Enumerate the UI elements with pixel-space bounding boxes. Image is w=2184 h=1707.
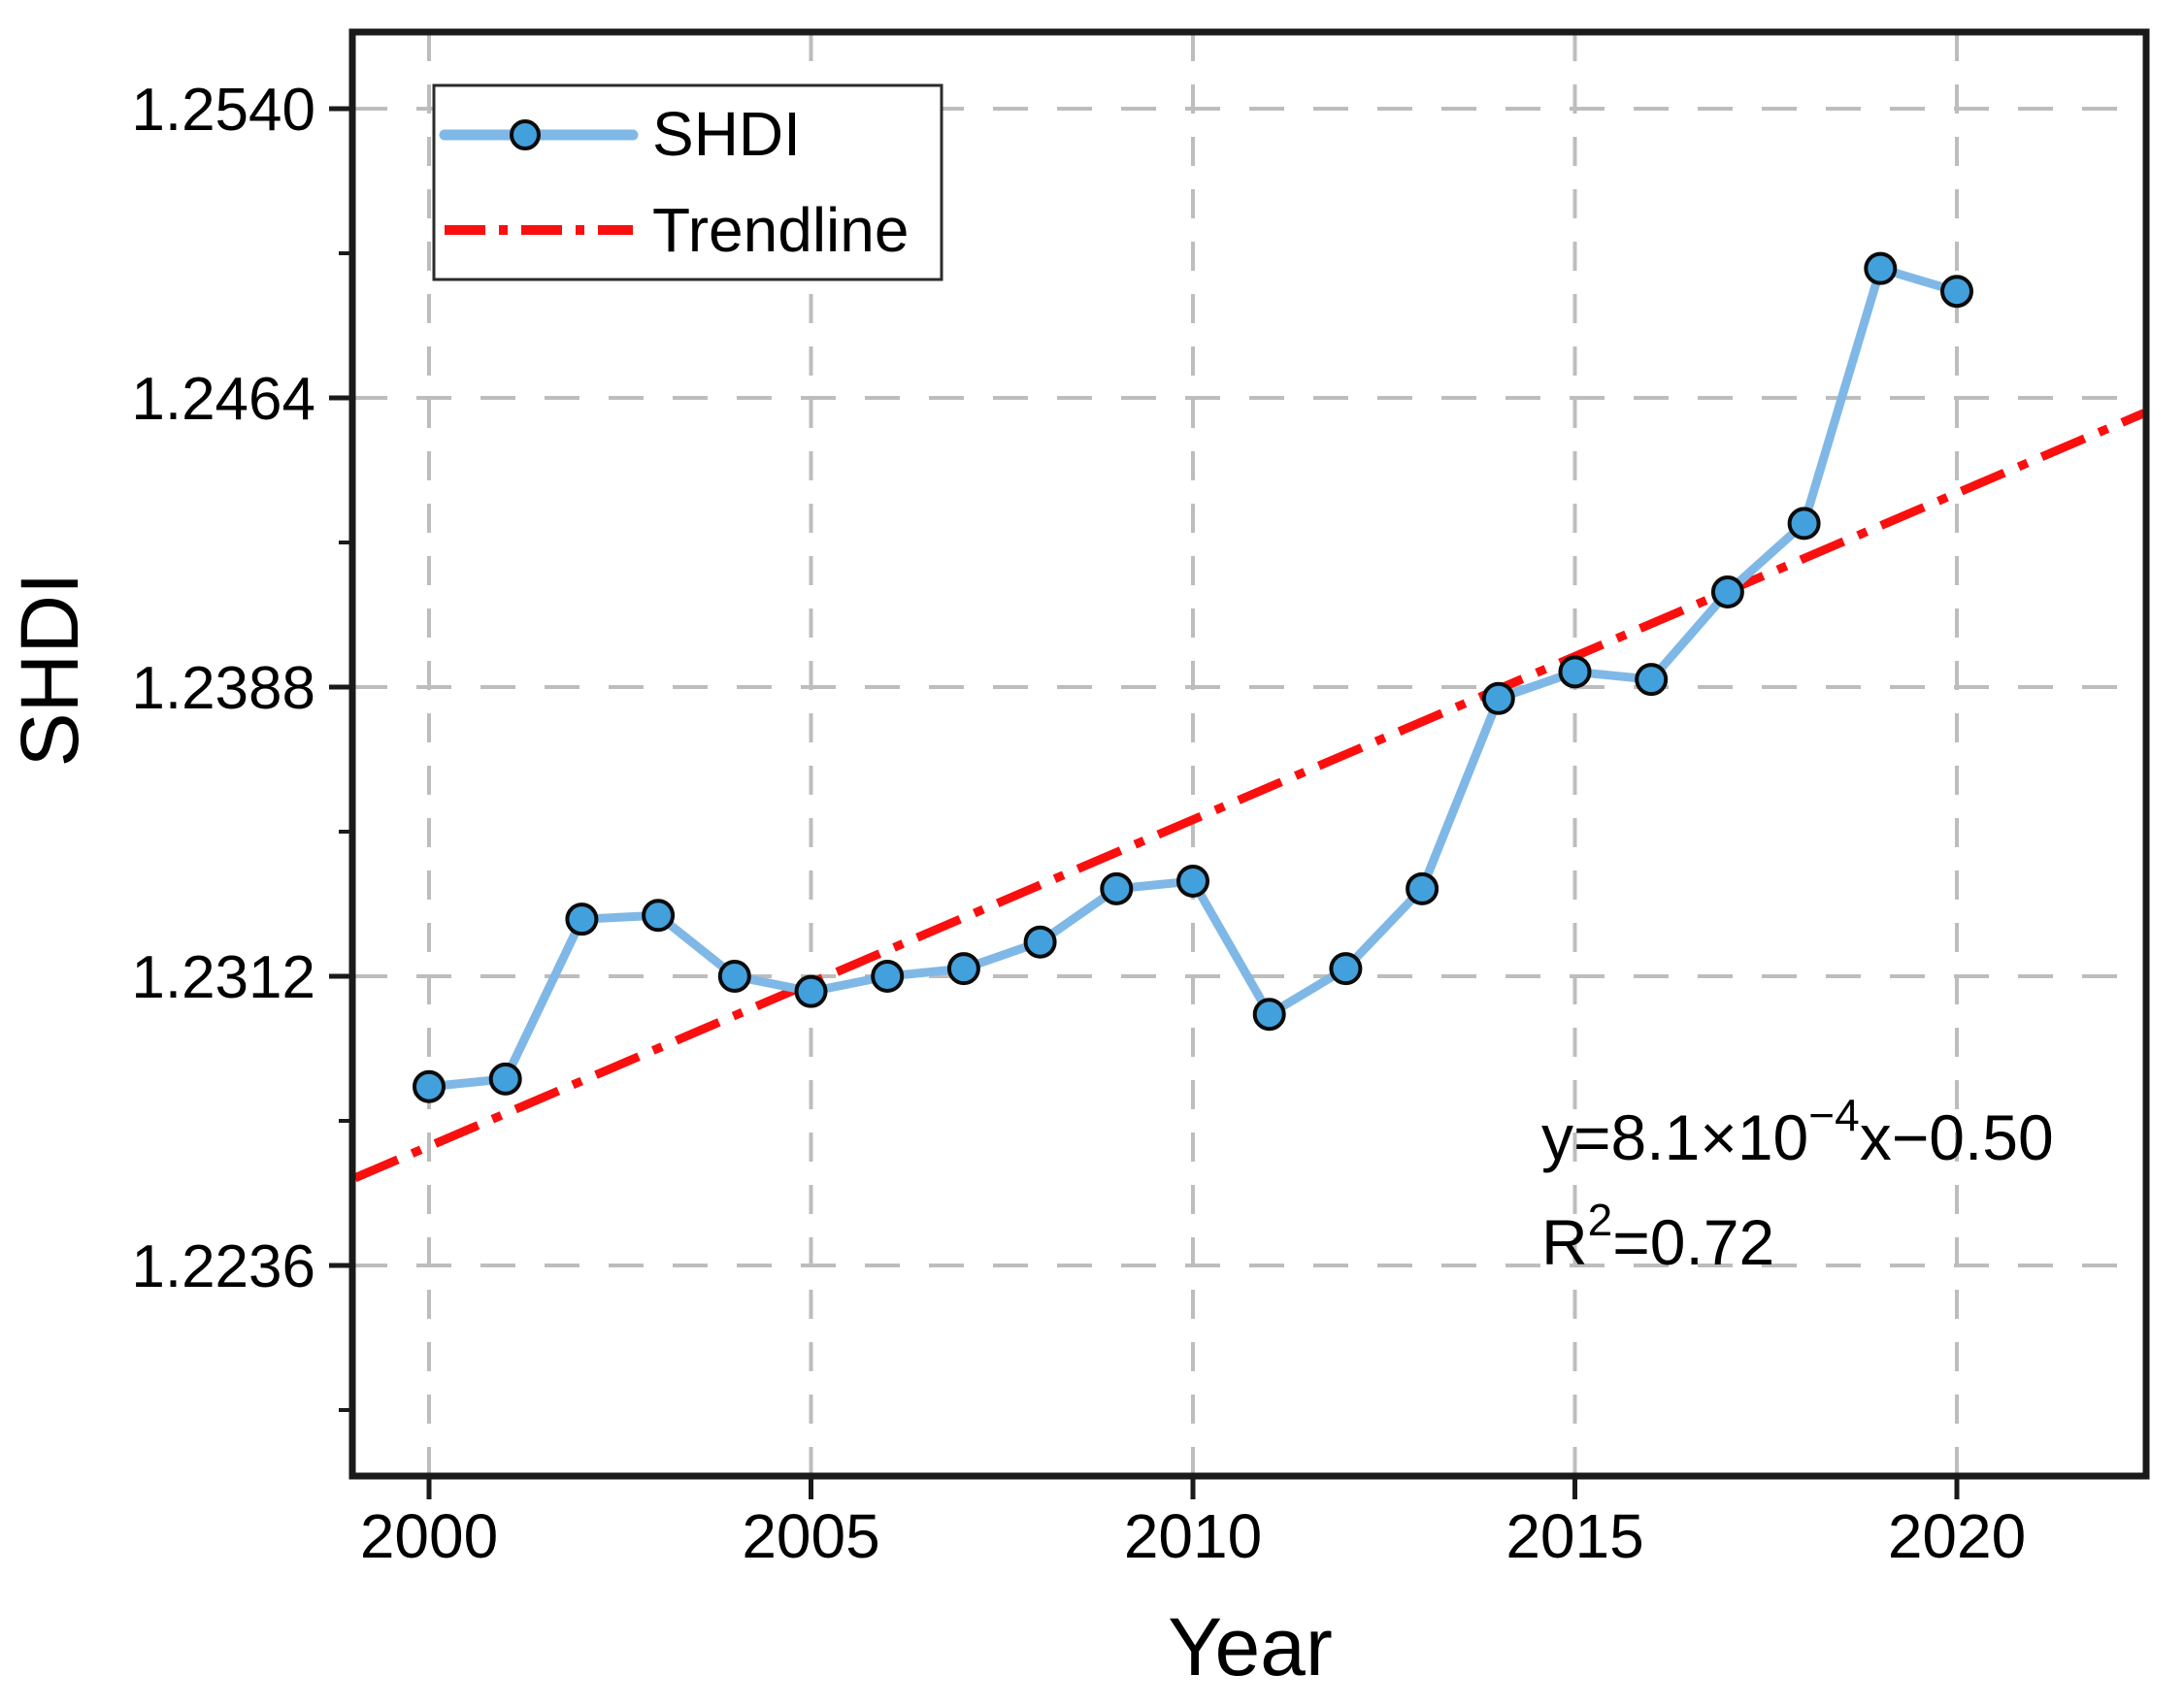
- legend: SHDI Trendline: [432, 83, 943, 281]
- plot-border: [348, 28, 2150, 1480]
- x-tick-label: 2000: [360, 1501, 498, 1571]
- data-point-2011: [1252, 998, 1286, 1032]
- x-tick-label: 2010: [1124, 1501, 1262, 1571]
- data-point-2016: [1635, 663, 1669, 697]
- data-point-2003: [642, 899, 676, 933]
- legend-box: [432, 83, 943, 281]
- y-tick-label: 1.2236: [131, 1233, 315, 1300]
- data-point-2019: [1864, 251, 1898, 285]
- legend-label-trendline: Trendline: [652, 195, 909, 265]
- data-point-2017: [1710, 574, 1744, 608]
- legend-label-shdi: SHDI: [652, 99, 801, 169]
- series-layer: [413, 251, 1973, 1103]
- data-point-2014: [1481, 681, 1515, 715]
- data-point-2002: [565, 903, 599, 936]
- x-tick-label: 2020: [1888, 1501, 2026, 1571]
- data-point-2018: [1787, 507, 1821, 541]
- trendline-equation-text: y=8.1×10−4x−0.50: [1541, 1090, 2054, 1173]
- x-tick-label: 2005: [742, 1501, 879, 1571]
- y-tick-label: 1.2388: [131, 655, 315, 722]
- trendline-layer: [352, 409, 2146, 1182]
- data-point-2001: [488, 1062, 522, 1096]
- x-tick-label: 2015: [1506, 1501, 1643, 1571]
- y-tick-label: 1.2464: [131, 366, 315, 433]
- data-point-2005: [794, 974, 828, 1008]
- axis-tick-labels: 1.2540 1.2464 1.2388 1.2312 1.2236 2000 2005 20…: [131, 77, 2026, 1571]
- data-point-2015: [1558, 655, 1592, 689]
- trendline: [352, 409, 2146, 1182]
- data-point-2008: [1023, 925, 1057, 959]
- x-axis-title: Year: [1168, 1601, 1333, 1692]
- data-point-2013: [1406, 871, 1439, 905]
- axis-ticks: [329, 106, 1960, 1499]
- data-point-2020: [1940, 275, 1973, 309]
- y-axis-title: SHDI: [4, 573, 95, 768]
- data-point-2006: [871, 959, 905, 993]
- data-point-2007: [946, 952, 980, 986]
- y-tick-label: 1.2312: [131, 944, 315, 1011]
- data-point-2004: [717, 959, 751, 993]
- data-point-2010: [1176, 864, 1209, 898]
- legend-shdi-marker-sample: [510, 119, 541, 150]
- data-point-2012: [1329, 952, 1363, 986]
- data-point-2009: [1100, 871, 1134, 905]
- data-point-2000: [413, 1069, 446, 1103]
- y-tick-label: 1.2540: [131, 77, 315, 144]
- r-squared-text: R2=0.72: [1541, 1195, 1774, 1278]
